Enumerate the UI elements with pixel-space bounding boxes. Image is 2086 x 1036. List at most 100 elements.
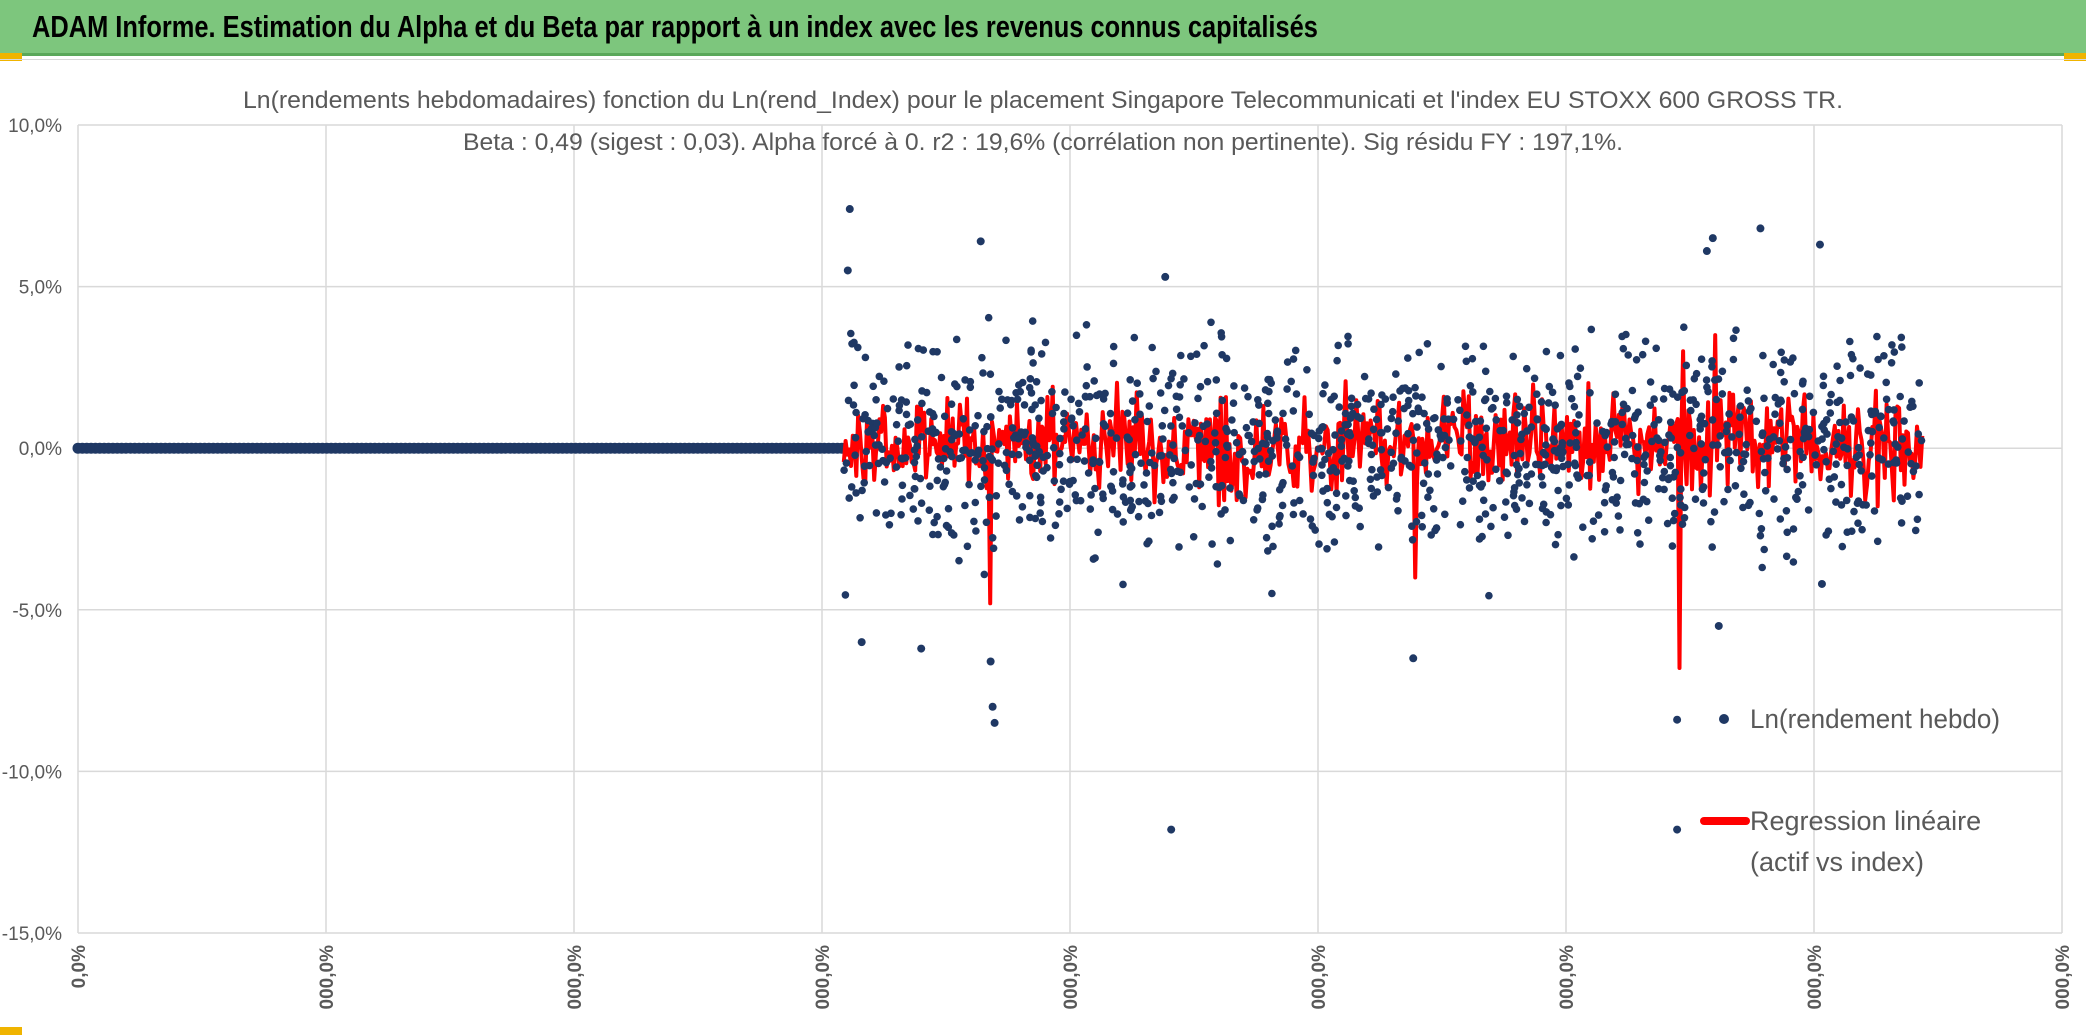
data-point <box>1384 483 1393 492</box>
data-point <box>1678 520 1687 528</box>
data-point <box>1652 344 1660 353</box>
x-tick-label: 000,0% <box>1309 945 1330 1010</box>
data-point <box>917 644 926 653</box>
data-point <box>1344 420 1352 429</box>
data-point <box>1799 453 1807 462</box>
x-tick-label: 000,0% <box>2053 945 2074 1010</box>
data-point <box>1890 406 1898 414</box>
data-point <box>1368 441 1377 450</box>
data-point <box>1867 439 1875 447</box>
data-point <box>1203 420 1211 428</box>
corner-marker <box>2064 53 2086 61</box>
data-point <box>1758 429 1767 437</box>
data-point <box>1315 445 1323 453</box>
data-point <box>1026 491 1034 500</box>
data-point <box>1241 458 1249 466</box>
data-point <box>1268 589 1276 598</box>
data-point <box>1812 461 1821 469</box>
data-point <box>1126 483 1135 491</box>
data-point <box>1389 393 1397 402</box>
data-point <box>978 353 986 362</box>
data-point <box>1415 348 1423 357</box>
data-point <box>1222 354 1231 363</box>
data-point <box>870 431 878 440</box>
data-point <box>1846 337 1854 346</box>
data-point <box>1537 473 1546 481</box>
data-point <box>1168 369 1177 378</box>
data-point <box>1156 452 1164 460</box>
data-point <box>1321 381 1329 389</box>
data-point <box>1212 376 1221 384</box>
data-point <box>1299 510 1307 518</box>
data-point <box>1020 401 1029 409</box>
data-point <box>1541 460 1549 469</box>
data-point <box>1094 528 1102 537</box>
data-point <box>1130 333 1139 342</box>
data-point <box>1068 414 1076 423</box>
data-point <box>937 373 946 382</box>
data-point <box>1055 510 1063 518</box>
data-point <box>951 431 959 440</box>
data-point <box>1055 498 1064 506</box>
data-point <box>1123 433 1132 442</box>
data-point <box>1309 471 1318 480</box>
data-point <box>1799 377 1807 386</box>
data-point <box>1644 516 1653 524</box>
data-point <box>1608 496 1617 504</box>
data-point <box>1223 443 1232 452</box>
data-point <box>1740 490 1748 499</box>
data-point <box>1557 501 1565 510</box>
data-point <box>1175 543 1183 551</box>
data-point <box>1775 437 1784 445</box>
data-point <box>1108 505 1117 514</box>
data-point <box>1538 481 1547 489</box>
data-point <box>1838 542 1847 551</box>
data-point <box>1050 477 1059 485</box>
data-point <box>1492 465 1500 474</box>
data-point <box>1699 499 1708 507</box>
data-point <box>1782 552 1791 561</box>
corner-marker <box>0 1027 22 1035</box>
data-point <box>1005 480 1013 489</box>
data-point <box>1423 340 1432 348</box>
data-point <box>1677 501 1685 509</box>
data-point <box>1794 487 1803 496</box>
data-point <box>1373 488 1382 496</box>
data-point <box>1732 326 1740 335</box>
data-point <box>1025 456 1034 465</box>
data-point <box>1804 506 1813 514</box>
data-point <box>1347 402 1356 411</box>
data-point <box>1898 435 1907 443</box>
data-point <box>1722 427 1731 436</box>
data-point <box>897 511 905 519</box>
data-point <box>1482 424 1491 433</box>
data-point <box>1504 531 1512 540</box>
data-point <box>1155 508 1164 517</box>
data-point <box>1422 419 1431 428</box>
data-point <box>1817 579 1826 588</box>
data-point <box>966 383 975 392</box>
data-point <box>904 341 912 349</box>
data-point <box>1836 376 1844 385</box>
data-point <box>1732 448 1741 457</box>
report-title: ADAM Informe. Estimation du Alpha et du … <box>32 9 1318 44</box>
data-point <box>1666 418 1675 427</box>
data-point <box>1412 517 1421 526</box>
data-point <box>1708 234 1717 243</box>
data-point <box>1187 461 1195 469</box>
data-point <box>1356 522 1364 531</box>
report-header: ADAM Informe. Estimation du Alpha et du … <box>0 0 2086 56</box>
data-point <box>959 415 968 423</box>
data-point <box>1112 434 1121 442</box>
data-point <box>1315 540 1323 548</box>
data-point <box>1576 364 1585 373</box>
data-point <box>1109 342 1118 351</box>
data-point <box>1554 486 1562 495</box>
data-point <box>892 420 901 429</box>
data-point <box>980 570 989 579</box>
data-point <box>1593 419 1601 427</box>
data-point <box>1573 372 1582 381</box>
data-point <box>1187 352 1195 361</box>
data-point <box>1184 429 1193 437</box>
data-point <box>1150 461 1159 470</box>
